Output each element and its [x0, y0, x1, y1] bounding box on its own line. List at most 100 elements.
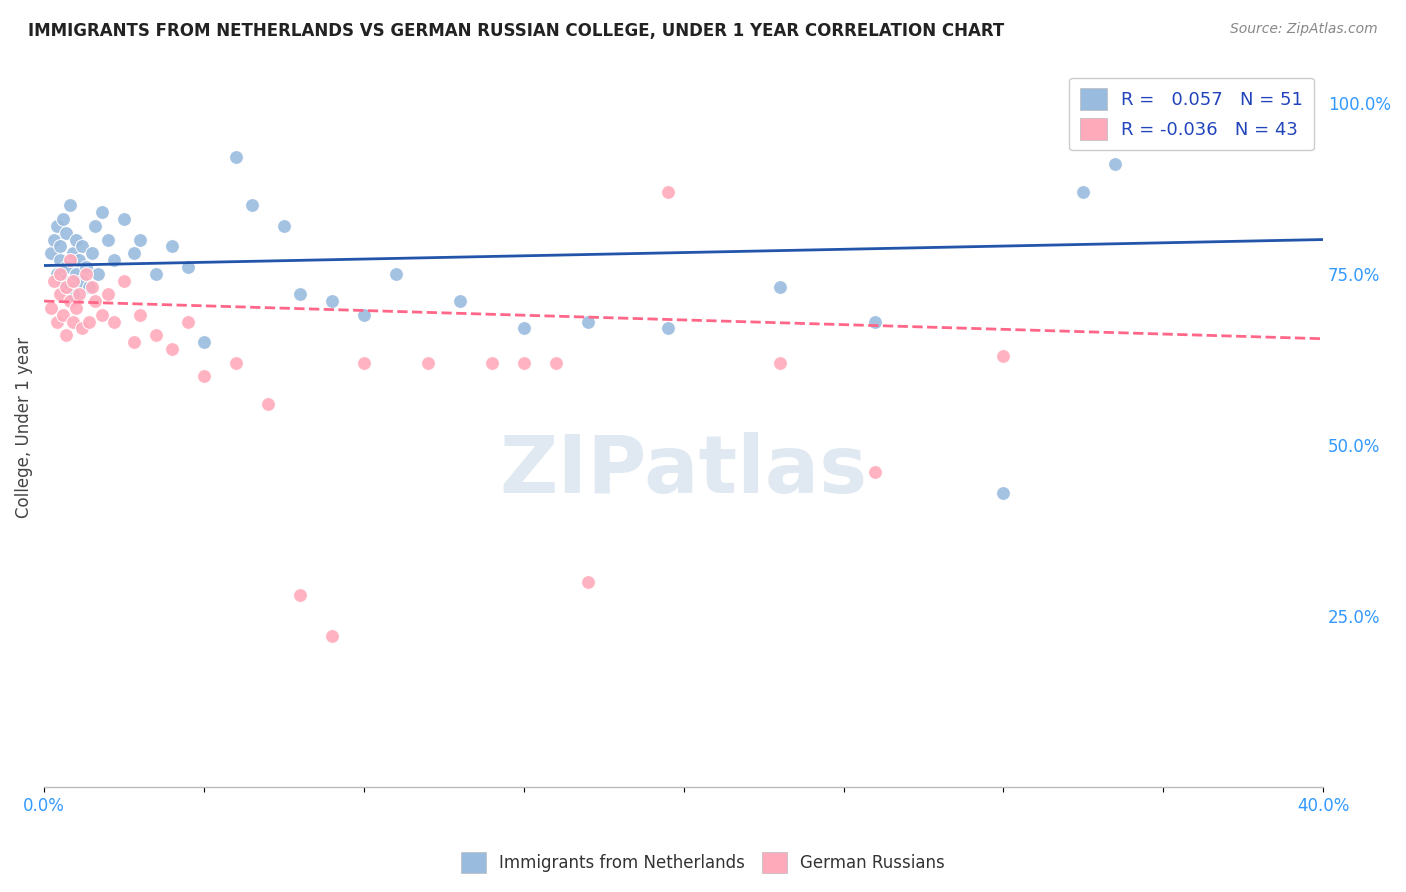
Point	[90, 205, 112, 219]
Point	[42, 233, 65, 247]
Point	[416, 356, 439, 370]
Point	[993, 485, 1015, 500]
Point	[768, 356, 790, 370]
Point	[145, 328, 167, 343]
Point	[77, 280, 100, 294]
Point	[353, 356, 375, 370]
Point	[288, 588, 311, 602]
Point	[865, 315, 887, 329]
Text: Source: ZipAtlas.com: Source: ZipAtlas.com	[1230, 22, 1378, 37]
Point	[122, 335, 145, 350]
Point	[288, 287, 311, 301]
Point	[80, 280, 103, 294]
Point	[90, 308, 112, 322]
Point	[865, 465, 887, 479]
Point	[65, 301, 87, 315]
Point	[513, 356, 536, 370]
Point	[513, 321, 536, 335]
Point	[1104, 157, 1126, 171]
Point	[65, 267, 87, 281]
Point	[257, 397, 280, 411]
Legend: Immigrants from Netherlands, German Russians: Immigrants from Netherlands, German Russ…	[454, 846, 952, 880]
Point	[193, 369, 215, 384]
Point	[52, 308, 75, 322]
Point	[84, 294, 107, 309]
Point	[72, 274, 94, 288]
Point	[49, 253, 72, 268]
Point	[49, 267, 72, 281]
Y-axis label: College, Under 1 year: College, Under 1 year	[15, 337, 32, 518]
Point	[193, 335, 215, 350]
Point	[1071, 185, 1094, 199]
Point	[75, 260, 97, 274]
Point	[449, 294, 471, 309]
Point	[80, 246, 103, 260]
Point	[112, 212, 135, 227]
Point	[55, 280, 77, 294]
Point	[65, 233, 87, 247]
Point	[273, 219, 295, 233]
Point	[39, 301, 62, 315]
Point	[544, 356, 567, 370]
Point	[177, 315, 200, 329]
Point	[103, 315, 125, 329]
Point	[576, 574, 599, 589]
Point	[481, 356, 503, 370]
Point	[45, 267, 67, 281]
Point	[45, 315, 67, 329]
Point	[59, 253, 82, 268]
Point	[55, 328, 77, 343]
Point	[657, 321, 679, 335]
Point	[62, 274, 84, 288]
Point	[145, 267, 167, 281]
Point	[67, 287, 90, 301]
Point	[59, 294, 82, 309]
Point	[353, 308, 375, 322]
Point	[160, 342, 183, 356]
Point	[657, 185, 679, 199]
Point	[62, 315, 84, 329]
Point	[112, 274, 135, 288]
Point	[177, 260, 200, 274]
Point	[72, 239, 94, 253]
Point	[97, 233, 120, 247]
Point	[84, 219, 107, 233]
Point	[52, 212, 75, 227]
Point	[62, 287, 84, 301]
Point	[55, 226, 77, 240]
Point	[72, 321, 94, 335]
Point	[49, 287, 72, 301]
Point	[321, 294, 343, 309]
Point	[385, 267, 408, 281]
Point	[129, 233, 152, 247]
Point	[576, 315, 599, 329]
Point	[240, 198, 263, 212]
Point	[39, 246, 62, 260]
Point	[993, 349, 1015, 363]
Point	[225, 151, 247, 165]
Point	[97, 287, 120, 301]
Point	[62, 246, 84, 260]
Point	[321, 629, 343, 643]
Point	[45, 219, 67, 233]
Point	[129, 308, 152, 322]
Point	[1152, 103, 1174, 117]
Point	[55, 260, 77, 274]
Point	[59, 280, 82, 294]
Point	[49, 239, 72, 253]
Point	[42, 274, 65, 288]
Point	[103, 253, 125, 268]
Point	[52, 274, 75, 288]
Point	[768, 280, 790, 294]
Point	[87, 267, 110, 281]
Point	[77, 315, 100, 329]
Point	[75, 267, 97, 281]
Point	[160, 239, 183, 253]
Text: ZIPatlas: ZIPatlas	[499, 432, 868, 509]
Point	[225, 356, 247, 370]
Point	[59, 198, 82, 212]
Text: IMMIGRANTS FROM NETHERLANDS VS GERMAN RUSSIAN COLLEGE, UNDER 1 YEAR CORRELATION : IMMIGRANTS FROM NETHERLANDS VS GERMAN RU…	[28, 22, 1004, 40]
Point	[67, 253, 90, 268]
Legend: R =   0.057   N = 51, R = -0.036   N = 43: R = 0.057 N = 51, R = -0.036 N = 43	[1069, 78, 1315, 151]
Point	[122, 246, 145, 260]
